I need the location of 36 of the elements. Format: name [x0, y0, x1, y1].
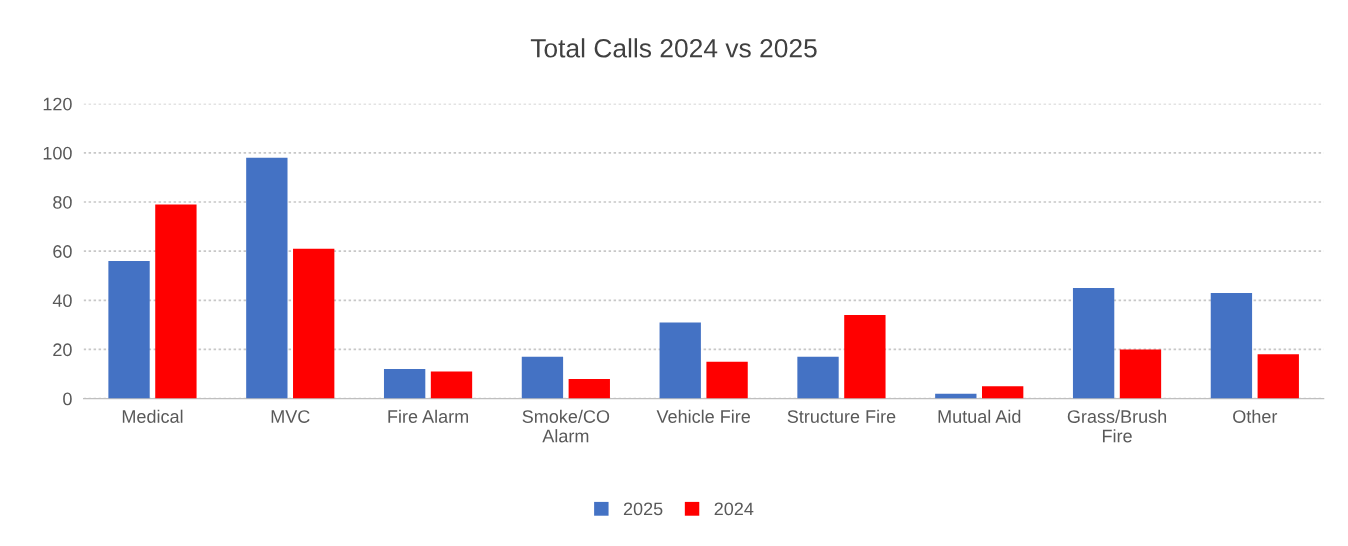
x-tick-label: Vehicle Fire — [656, 409, 751, 423]
bar — [1072, 288, 1115, 399]
bar — [293, 248, 335, 399]
x-tick-label: Medical — [122, 409, 183, 423]
bar — [155, 204, 197, 399]
x-tick-label: Fire Alarm — [388, 409, 469, 423]
legend-label: 2025 — [623, 502, 663, 516]
x-tick-label: MVC — [271, 410, 310, 423]
y-tick-label: 100 — [43, 146, 72, 160]
y-tick-label: 20 — [53, 343, 72, 357]
bar — [246, 157, 288, 399]
x-tick-label: Grass/Brush Fire — [1067, 409, 1167, 443]
bar — [568, 378, 610, 399]
y-tick-label: 80 — [53, 195, 72, 209]
x-tick-label: Mutual Aid — [938, 409, 1021, 423]
chart-title: Total Calls 2024 vs 2025 — [530, 38, 817, 58]
bar — [706, 361, 748, 399]
legend-label: 2024 — [714, 502, 754, 516]
x-tick-label: Smoke/CO Alarm — [522, 409, 610, 443]
bar — [108, 260, 150, 399]
y-tick-label: 60 — [53, 245, 72, 258]
bar — [844, 315, 886, 399]
bar — [521, 356, 564, 399]
bar — [982, 386, 1024, 399]
bar — [1257, 354, 1299, 399]
x-tick-label: Other — [1233, 409, 1278, 423]
y-tick-label: 40 — [52, 294, 72, 308]
bar — [1210, 292, 1253, 399]
bar — [797, 356, 839, 399]
bar — [1119, 349, 1162, 399]
bar — [659, 322, 701, 399]
x-tick-label: Structure Fire — [787, 409, 896, 423]
y-tick-label: 0 — [63, 392, 72, 406]
y-tick-label: 120 — [43, 97, 72, 111]
bar — [430, 371, 473, 399]
bar — [383, 369, 426, 399]
